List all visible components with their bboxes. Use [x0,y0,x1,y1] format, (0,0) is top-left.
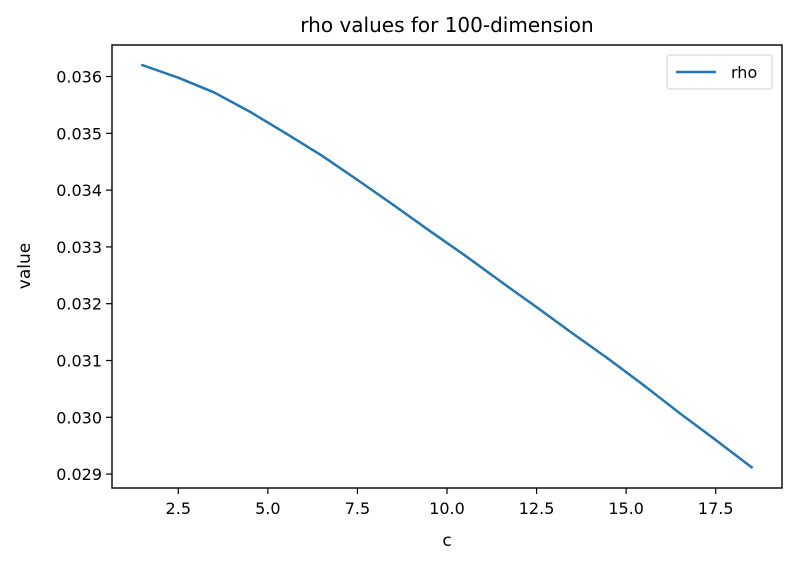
data-point [499,280,502,283]
data-point [320,154,323,157]
data-point [284,132,288,135]
data-point [141,63,144,67]
y-tick-label: 0.032 [56,295,102,314]
y-axis-ticks: 0.029 0.030 0.031 0.032 0.033 0.034 0.035 0.036 [56,68,112,484]
series-layer [140,63,754,470]
legend: rho [666,54,773,90]
data-point [642,384,646,387]
y-tick-label: 0.031 [56,351,102,370]
x-tick-label: 10.0 [429,499,465,518]
data-point [535,305,538,309]
x-tick-label: 5.0 [255,499,280,518]
chart-title: rho values for 100-dimension [300,13,593,37]
x-axis-label: c [442,531,451,551]
y-tick-label: 0.034 [56,181,102,200]
data-point [750,466,753,469]
x-tick-label: 12.5 [519,499,555,518]
y-axis-label: value [15,243,35,289]
x-tick-label: 17.5 [698,499,734,518]
plot-frame [111,44,783,489]
x-tick-label: 2.5 [166,499,191,518]
data-point [356,178,359,182]
y-tick-label: 0.029 [56,465,102,484]
legend-box [666,54,773,90]
data-point [714,438,717,442]
y-tick-label: 0.035 [56,124,102,143]
x-tick-label: 15.0 [608,499,644,518]
data-point [392,203,395,207]
data-point [248,110,252,113]
x-axis-ticks: 2.5 5.0 7.5 10.0 12.5 15.0 17.5 [166,488,734,518]
data-point [212,91,216,94]
x-tick-label: 7.5 [345,499,370,518]
y-tick-label: 0.036 [56,68,102,87]
data-point [427,229,431,232]
data-point [678,412,682,415]
series-line-rho [140,63,754,470]
plot-area [112,45,782,488]
legend-label: rho [731,63,757,82]
y-tick-label: 0.033 [56,238,102,257]
y-tick-label: 0.030 [56,408,102,427]
data-point [606,357,610,361]
data-point [177,76,180,79]
data-point [571,331,574,335]
data-point [463,254,467,257]
